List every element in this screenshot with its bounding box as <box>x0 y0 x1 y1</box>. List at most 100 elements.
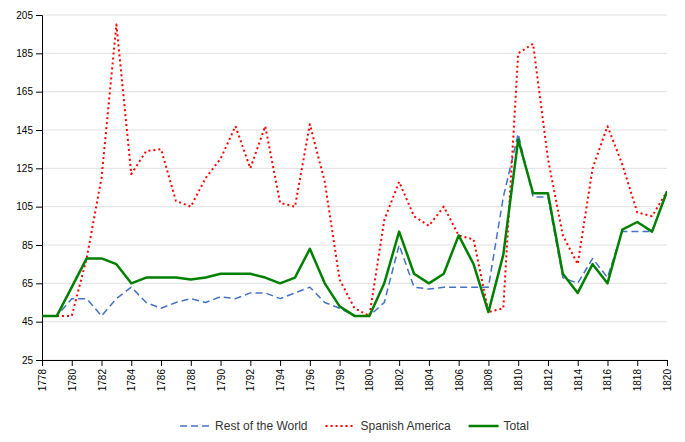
tick-label: 1788 <box>186 369 197 392</box>
tick-label: 1780 <box>67 369 78 392</box>
tick-label: 1808 <box>483 369 494 392</box>
tick: 165 <box>16 86 42 97</box>
tick: 25 <box>22 355 42 366</box>
tick-label: 1810 <box>513 369 524 392</box>
tick-label: 185 <box>16 48 33 59</box>
legend-swatch <box>326 425 356 427</box>
tick-mark <box>310 360 311 366</box>
tick-label: 145 <box>16 125 33 136</box>
legend: Rest of the World Spanish America Total <box>180 419 529 433</box>
tick-mark <box>280 360 281 366</box>
legend-label: Rest of the World <box>215 419 307 433</box>
tick: 125 <box>16 163 42 174</box>
tick-label: 1818 <box>632 369 643 392</box>
tick: 1800 <box>364 360 375 391</box>
legend-swatch <box>469 425 499 428</box>
tick-mark <box>36 168 42 169</box>
tick: 1814 <box>573 360 584 391</box>
tick: 1812 <box>543 360 554 391</box>
tick-label: 45 <box>22 316 34 327</box>
tick-label: 1790 <box>216 369 227 392</box>
tick: 1792 <box>245 360 256 391</box>
tick: 1778 <box>37 360 48 391</box>
legend-label: Total <box>504 419 529 433</box>
tick-label: 1820 <box>662 369 673 392</box>
tick-label: 1814 <box>573 369 584 392</box>
tick-mark <box>607 360 608 366</box>
legend-label: Spanish America <box>361 419 451 433</box>
grid-line <box>42 130 667 131</box>
tick: 1796 <box>305 360 316 391</box>
series-line <box>42 25 667 316</box>
tick: 1816 <box>602 360 613 391</box>
tick: 1798 <box>335 360 346 391</box>
tick-mark <box>36 15 42 16</box>
tick-mark <box>429 360 430 366</box>
tick-mark <box>36 360 42 361</box>
tick: 1782 <box>97 360 108 391</box>
x-axis: 1778 1780 1782 1784 1786 1788 1790 1792 1794 1796… <box>37 360 673 391</box>
tick-mark <box>518 360 519 366</box>
tick-mark <box>250 360 251 366</box>
tick-label: 1782 <box>97 369 108 392</box>
tick-mark <box>369 360 370 366</box>
tick-mark <box>637 360 638 366</box>
tick: 1790 <box>216 360 227 391</box>
tick-mark <box>578 360 579 366</box>
tick-mark <box>102 360 103 366</box>
chart: 1778 1780 1782 1784 1786 1788 1790 1792 1794 1796… <box>0 0 685 442</box>
grid <box>42 15 667 360</box>
tick: 1808 <box>483 360 494 391</box>
tick-label: 1798 <box>335 369 346 392</box>
tick-label: 1802 <box>394 369 405 392</box>
tick: 205 <box>16 10 42 21</box>
tick-label: 1796 <box>305 369 316 392</box>
tick: 145 <box>16 125 42 136</box>
grid-line <box>42 53 667 54</box>
tick-mark <box>488 360 489 366</box>
tick-mark <box>36 92 42 93</box>
tick-label: 1794 <box>275 369 286 392</box>
tick: 85 <box>22 240 42 251</box>
tick-mark <box>221 360 222 366</box>
grid-line <box>42 168 667 169</box>
tick-label: 1786 <box>156 369 167 392</box>
tick-label: 105 <box>16 201 33 212</box>
tick: 1818 <box>632 360 643 391</box>
tick-mark <box>72 360 73 366</box>
tick-label: 1804 <box>424 369 435 392</box>
legend-item: Spanish America <box>326 419 451 433</box>
tick-mark <box>36 245 42 246</box>
tick: 1786 <box>156 360 167 391</box>
axis-line <box>36 16 43 361</box>
axis-line <box>43 361 668 367</box>
tick-label: 65 <box>22 278 34 289</box>
tick: 1784 <box>126 360 137 391</box>
tick: 1788 <box>186 360 197 391</box>
grid-line <box>42 321 667 322</box>
tick-mark <box>340 360 341 366</box>
tick-label: 165 <box>16 86 33 97</box>
tick-label: 205 <box>16 10 33 21</box>
tick-mark <box>36 130 42 131</box>
tick: 1802 <box>394 360 405 391</box>
grid-line <box>42 283 667 284</box>
tick: 105 <box>16 201 42 212</box>
tick-mark <box>36 322 42 323</box>
tick-mark <box>36 207 42 208</box>
legend-item: Total <box>469 419 529 433</box>
legend-item: Rest of the World <box>180 419 307 433</box>
tick-mark <box>36 283 42 284</box>
tick: 1780 <box>67 360 78 391</box>
tick: 1806 <box>454 360 465 391</box>
grid-line <box>42 15 667 16</box>
tick-label: 1812 <box>543 369 554 392</box>
tick: 1810 <box>513 360 524 391</box>
legend-swatch <box>180 425 210 427</box>
tick-label: 1784 <box>126 369 137 392</box>
tick-label: 1778 <box>37 369 48 392</box>
tick-mark <box>191 360 192 366</box>
y-axis: 25 45 65 85 105 125 145 165 185 205 <box>16 10 42 366</box>
tick-mark <box>548 360 549 366</box>
tick: 45 <box>22 316 42 327</box>
